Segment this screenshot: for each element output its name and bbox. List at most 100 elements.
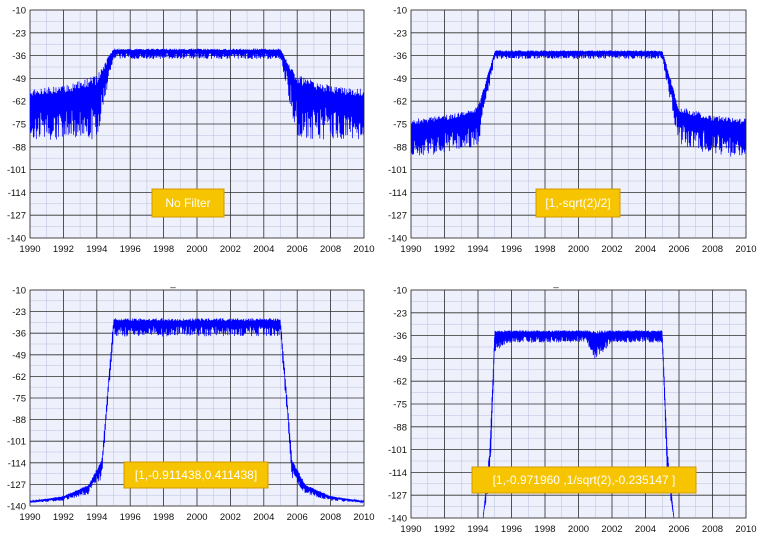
annotation-box (151, 188, 225, 218)
y-tick-label: -88 (12, 142, 26, 153)
y-tick-label: -114 (389, 188, 407, 199)
y-tick-label: -62 (393, 97, 407, 108)
x-tick-label: 1992 (53, 512, 74, 523)
y-tick-label: -101 (7, 165, 26, 176)
y-tick-label: -114 (8, 188, 26, 199)
chart-panel-3-tap-filter: 1990 1992 1994 1996 1998 2000 2002 2004 2006 2008… (388, 278, 757, 535)
y-tick-label: -127 (7, 480, 26, 491)
y-tick-label: -101 (7, 437, 26, 448)
y-tick-label: -23 (393, 28, 407, 39)
y-tick-label: -23 (12, 28, 26, 39)
y-tick-label: -75 (393, 400, 407, 411)
y-tick-label: -127 (7, 211, 26, 222)
x-tick-label: 2002 (601, 524, 622, 535)
x-tick-label: 2006 (668, 244, 689, 255)
y-tick-label: -62 (12, 97, 26, 108)
chart-title: _ (169, 278, 176, 289)
annotation-text: No Filter (165, 196, 210, 210)
x-tick-label: 2008 (702, 244, 723, 255)
x-tick-label: 1998 (534, 524, 555, 535)
y-tick-label: -101 (388, 165, 407, 176)
x-tick-label: 2004 (635, 524, 656, 535)
series-line (482, 330, 675, 518)
chart-panel-2-tap-filter: 1990 1992 1994 1996 1998 2000 2002 2004 2006 2008… (7, 278, 375, 523)
y-tick-label: -23 (12, 307, 26, 318)
y-tick-label: -62 (393, 377, 407, 388)
x-tick-label: 2004 (253, 512, 274, 523)
x-tick-label: 1992 (434, 524, 455, 535)
x-tick-label: 1996 (501, 524, 522, 535)
annotation-label: No Filter (151, 188, 225, 218)
x-tick-label: 2000 (186, 244, 207, 255)
y-tick-label: -88 (393, 422, 407, 433)
y-tick-label: -88 (393, 142, 407, 153)
x-tick-label: 2002 (601, 244, 622, 255)
x-tick-label: 1992 (53, 244, 74, 255)
y-tick-label: -49 (393, 74, 407, 85)
y-tick-label: -49 (12, 350, 26, 361)
series-line (30, 48, 364, 140)
annotation-label: [1,-0.911438,0.411438] (123, 461, 269, 489)
y-tick-label: -10 (12, 6, 26, 17)
x-tick-label: 2010 (353, 244, 374, 255)
y-tick-label: -36 (393, 331, 407, 342)
x-tick-label: 2010 (735, 244, 756, 255)
y-tick-label: -23 (393, 308, 407, 319)
x-tick-label: 2006 (668, 524, 689, 535)
y-tick-label: -127 (388, 211, 407, 222)
x-tick-label: 2000 (186, 512, 207, 523)
annotation-box (123, 461, 269, 489)
x-tick-label: 1990 (400, 244, 421, 255)
x-tick-label: 1994 (86, 512, 107, 523)
y-tick-label: -140 (388, 514, 407, 525)
x-tick-label: 2000 (568, 244, 589, 255)
y-tick-label: -114 (8, 458, 26, 469)
annotation-label: [1,-sqrt(2)/2] (535, 188, 621, 218)
x-tick-label: 1998 (534, 244, 555, 255)
annotation-text: [1,-0.911438,0.411438] (135, 468, 257, 482)
x-tick-label: 2004 (635, 244, 656, 255)
y-tick-label: -49 (393, 354, 407, 365)
y-tick-label: -101 (388, 445, 407, 456)
major-grid (29, 289, 365, 507)
x-tick-label: 2002 (220, 244, 241, 255)
y-tick-label: -75 (12, 394, 26, 405)
y-tick-label: -140 (7, 502, 26, 513)
y-tick-label: -75 (12, 120, 26, 131)
y-tick-label: -140 (388, 234, 407, 245)
series-line (411, 50, 746, 157)
x-tick-label: 2010 (735, 524, 756, 535)
x-tick-label: 1994 (86, 244, 107, 255)
x-tick-label: 2004 (253, 244, 274, 255)
x-tick-label: 1998 (153, 512, 174, 523)
y-tick-label: -62 (12, 372, 26, 383)
y-tick-label: -10 (393, 6, 407, 17)
y-tick-label: -36 (12, 51, 26, 62)
y-tick-label: -75 (393, 120, 407, 131)
x-tick-label: 1990 (19, 244, 40, 255)
x-tick-label: 2006 (287, 512, 308, 523)
y-tick-label: -114 (389, 468, 407, 479)
annotation-box (471, 466, 697, 494)
x-tick-label: 2008 (320, 244, 341, 255)
x-tick-label: 2008 (320, 512, 341, 523)
y-tick-label: -10 (12, 286, 26, 297)
x-tick-label: 2010 (353, 512, 374, 523)
x-tick-label: 1990 (400, 524, 421, 535)
y-tick-label: -127 (388, 491, 407, 502)
chart-panel-sqrt-filter: 1990 1992 1994 1996 1998 2000 2002 2004 2006 2008… (388, 6, 757, 256)
y-tick-label: -49 (12, 74, 26, 85)
y-tick-label: -88 (12, 415, 26, 426)
annotation-text: [1,-0.971960 ,1/sqrt(2),-0.235147 ] (493, 473, 676, 487)
x-tick-label: 1996 (120, 512, 141, 523)
y-tick-label: -36 (12, 329, 26, 340)
chart-panel-no-filter: 1990 1992 1994 1996 1998 2000 2002 2004 2006 2008… (7, 6, 375, 256)
x-tick-label: 2002 (220, 512, 241, 523)
x-tick-label: 2000 (568, 524, 589, 535)
series-line (30, 318, 364, 504)
y-tick-label: -10 (393, 286, 407, 297)
x-tick-label: 1994 (467, 244, 488, 255)
annotation-box (535, 188, 621, 218)
x-tick-label: 1998 (153, 244, 174, 255)
